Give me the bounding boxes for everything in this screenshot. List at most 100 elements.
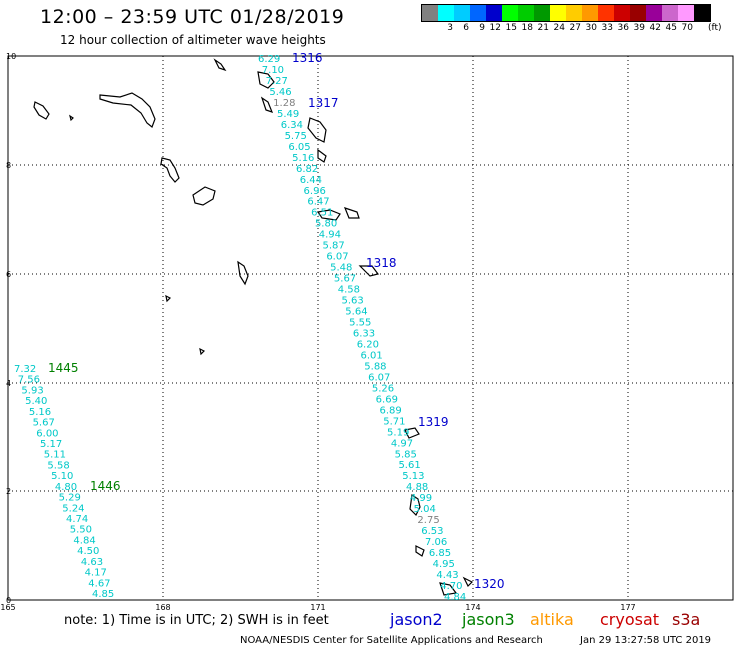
wave-height-label: 6.69 <box>376 394 398 405</box>
wave-height-label: 4.99 <box>410 493 432 504</box>
scale-swatch <box>502 5 518 21</box>
wave-height-label: 6.01 <box>360 350 382 361</box>
x-axis-label: 168 <box>155 603 170 612</box>
wave-height-label: 4.88 <box>406 482 428 493</box>
wave-height-label: 4.84 <box>444 592 466 603</box>
wave-height-label: 6.05 <box>288 142 310 153</box>
wave-height-label: 7.32 <box>14 364 36 375</box>
wave-height-label: 5.67 <box>33 418 55 429</box>
track-left: 7.327.565.935.405.165.676.005.175.115.58… <box>14 364 114 600</box>
wave-height-label: 5.04 <box>414 504 436 515</box>
scale-swatch <box>662 5 678 21</box>
wave-height-label: 5.17 <box>40 439 62 450</box>
scale-swatch <box>470 5 486 21</box>
pass-number-label: 1317 <box>308 96 339 110</box>
scale-label: 42 <box>649 23 661 33</box>
scale-swatch <box>614 5 630 21</box>
y-axis-label: 8 <box>6 161 11 170</box>
scale-swatch <box>454 5 470 21</box>
wave-height-label: 6.07 <box>326 252 348 263</box>
scale-swatch <box>534 5 550 21</box>
scale-swatch <box>646 5 662 21</box>
wave-height-label: 5.10 <box>51 471 73 482</box>
scale-label: 45 <box>665 23 677 33</box>
wave-height-label: 4.43 <box>436 570 458 581</box>
wave-height-label: 6.29 <box>258 54 280 65</box>
color-scale <box>421 4 711 22</box>
wave-height-label: 6.44 <box>300 175 322 186</box>
y-axis-label: 0 <box>6 596 11 605</box>
scale-label: 70 <box>681 23 693 33</box>
wave-height-label: 5.16 <box>292 153 314 164</box>
wave-height-label: 5.55 <box>349 318 371 329</box>
map-grid <box>8 56 733 600</box>
wave-height-label: 7.56 <box>18 375 40 386</box>
y-axis-label: 2 <box>6 487 11 496</box>
track-main: 6.297.107.275.461.285.496.345.756.055.16… <box>258 54 466 603</box>
wave-height-label: 5.71 <box>383 416 405 427</box>
scale-label: 18 <box>521 23 533 33</box>
footer-note: note: 1) Time is in UTC; 2) SWH is in fe… <box>64 613 329 628</box>
wave-height-label: 6.82 <box>296 164 318 175</box>
scale-swatch <box>598 5 614 21</box>
wave-height-label: 4.17 <box>85 568 107 579</box>
page-title: 12:00 – 23:59 UTC 01/28/2019 <box>40 6 345 28</box>
y-axis-label: 6 <box>6 270 11 279</box>
scale-label: 27 <box>569 23 581 33</box>
wave-height-label: 5.80 <box>315 219 337 230</box>
wave-height-label: 4.67 <box>88 578 110 589</box>
satellite-altika: altika <box>530 610 574 629</box>
scale-swatch <box>550 5 566 21</box>
wave-height-label: 5.63 <box>342 296 364 307</box>
wave-height-label: 6.51 <box>311 208 333 219</box>
wave-height-label: 4.58 <box>338 285 360 296</box>
scale-label: 36 <box>617 23 629 33</box>
wave-height-label: 6.47 <box>307 197 329 208</box>
color-scale-labels: 3 6 9 12 15 18 21 24 27 30 33 36 39 42 45 70 <box>421 23 693 33</box>
page-subtitle: 12 hour collection of altimeter wave hei… <box>60 33 326 47</box>
wave-height-label: 4.97 <box>391 438 413 449</box>
scale-label: 15 <box>505 23 517 33</box>
scale-swatch <box>630 5 646 21</box>
color-scale-unit: (ft) <box>708 23 722 33</box>
scale-swatch <box>438 5 454 21</box>
wave-height-label: 5.87 <box>323 241 345 252</box>
wave-height-label: 6.85 <box>429 548 451 559</box>
wave-height-label: 5.24 <box>62 503 84 514</box>
wave-height-label: 4.70 <box>440 581 462 592</box>
wave-height-label: 7.06 <box>425 537 447 548</box>
wave-height-label: 5.19 <box>387 427 409 438</box>
scale-swatch <box>518 5 534 21</box>
wave-height-label: 5.26 <box>372 383 394 394</box>
satellite-jason2: jason2 <box>390 610 443 629</box>
y-axis-label: 10 <box>6 52 16 61</box>
wave-height-label: 5.50 <box>70 525 92 536</box>
wave-height-label: 5.67 <box>334 274 356 285</box>
scale-label: 9 <box>479 23 485 33</box>
wave-height-label: 4.63 <box>81 557 103 568</box>
wave-height-label: 5.13 <box>402 471 424 482</box>
wave-height-label: 6.89 <box>379 405 401 416</box>
wave-height-label: 4.80 <box>55 482 77 493</box>
timestamp: Jan 29 13:27:58 UTC 2019 <box>580 635 712 646</box>
axis-labels: 165 168 171 174 177 0 2 4 6 8 10 <box>0 52 635 612</box>
scale-swatch <box>422 5 438 21</box>
pass-number-label: 1445 <box>48 361 79 375</box>
satellite-jason3: jason3 <box>462 610 515 629</box>
pass-number-label: 1316 <box>292 51 323 65</box>
wave-height-label: 4.84 <box>73 535 95 546</box>
map-frame <box>7 55 734 601</box>
scale-label: 24 <box>553 23 565 33</box>
scale-swatch <box>582 5 598 21</box>
wave-height-label: 5.58 <box>47 460 69 471</box>
wave-height-label: 4.85 <box>92 589 114 600</box>
wave-height-label: 5.16 <box>29 407 51 418</box>
wave-height-label: 7.27 <box>266 76 288 87</box>
wave-height-label: 6.07 <box>368 372 390 383</box>
wave-height-label: 5.61 <box>398 460 420 471</box>
scale-label: 33 <box>601 23 613 33</box>
wave-height-label: 5.46 <box>269 87 291 98</box>
wave-height-label: 7.10 <box>262 65 284 76</box>
wave-height-label: 5.48 <box>330 263 352 274</box>
